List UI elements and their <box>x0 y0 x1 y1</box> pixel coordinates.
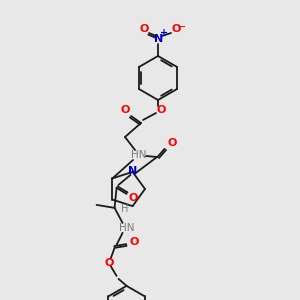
Text: H: H <box>121 204 128 214</box>
Text: N: N <box>128 166 137 176</box>
Text: O: O <box>171 24 181 34</box>
Text: O: O <box>129 193 138 203</box>
Text: O: O <box>167 138 177 148</box>
Text: −: − <box>177 22 187 32</box>
Text: HN: HN <box>119 223 134 233</box>
Text: O: O <box>139 24 149 34</box>
Text: O: O <box>120 105 130 115</box>
Text: O: O <box>156 105 166 115</box>
Text: N: N <box>154 34 164 44</box>
Text: O: O <box>105 258 114 268</box>
Text: +: + <box>160 28 168 38</box>
Text: HN: HN <box>131 150 147 160</box>
Text: O: O <box>130 237 139 247</box>
